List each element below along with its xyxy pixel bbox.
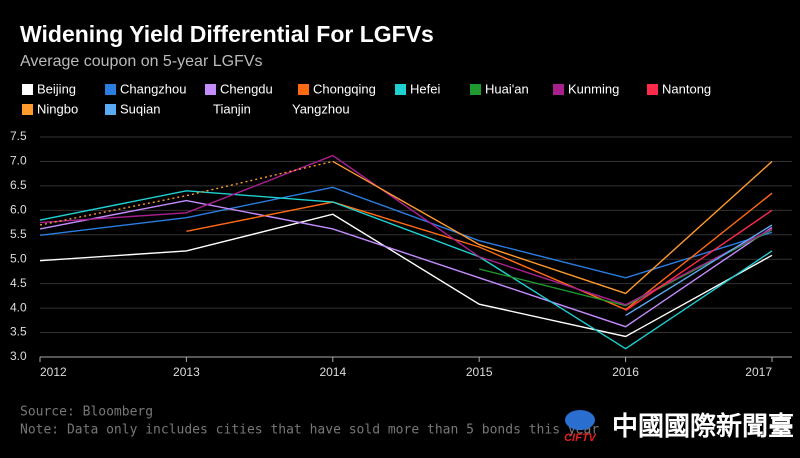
series-line (625, 209, 773, 312)
series-line (39, 186, 773, 279)
series-line (39, 190, 773, 350)
y-tick-label: 4.5 (10, 276, 27, 290)
legend-swatch (198, 104, 209, 115)
series-line (332, 160, 773, 295)
series-line (39, 213, 773, 338)
y-tick-label: 6.5 (10, 178, 27, 192)
legend-label: Huai'an (485, 81, 529, 96)
legend-label: Beijing (37, 81, 76, 96)
series-line (39, 154, 773, 306)
legend-swatch (298, 84, 309, 95)
legend-label: Hefei (410, 81, 440, 96)
legend-label: Chengdu (220, 81, 273, 96)
logo-globe (565, 410, 595, 430)
note: Note: Data only includes cities that hav… (20, 423, 599, 438)
y-tick-label: 6.0 (10, 203, 27, 217)
x-tick-label: 2013 (173, 365, 200, 379)
x-tick-label: 2012 (40, 365, 67, 379)
y-tick-label: 5.0 (10, 251, 27, 265)
y-tick-label: 4.0 (10, 300, 27, 314)
logo-text: CIFTV (564, 432, 597, 444)
legend-swatch (105, 104, 116, 115)
legend-label: Nantong (662, 81, 711, 96)
series-line (39, 199, 773, 328)
y-tick-label: 3.0 (10, 349, 27, 363)
legend-swatch (277, 104, 288, 115)
y-tick-label: 5.5 (10, 227, 27, 241)
logo-chinese: 中國國際新聞臺 (612, 411, 794, 441)
legend-swatch (22, 84, 33, 95)
legend-label: Suqian (120, 101, 160, 116)
chart-title: Widening Yield Differential For LGFVs (20, 21, 434, 47)
legend-label: Tianjin (213, 101, 251, 116)
y-tick-label: 3.5 (10, 325, 27, 339)
x-tick-label: 2017 (745, 365, 772, 379)
x-tick-label: 2014 (319, 365, 346, 379)
legend-swatch (395, 84, 406, 95)
series-line (39, 160, 333, 226)
x-tick-label: 2015 (466, 365, 493, 379)
legend-label: Yangzhou (292, 101, 350, 116)
y-tick-label: 7.0 (10, 154, 27, 168)
legend-swatch (22, 104, 33, 115)
legend-label: Changzhou (120, 81, 187, 96)
legend-label: Kunming (568, 81, 619, 96)
series-line (186, 192, 773, 311)
legend-label: Chongqing (313, 81, 376, 96)
source: Source: Bloomberg (20, 405, 153, 420)
legend-swatch (105, 84, 116, 95)
legend-swatch (470, 84, 481, 95)
y-tick-label: 7.5 (10, 129, 27, 143)
legend-label: Ningbo (37, 101, 78, 116)
chart-subtitle: Average coupon on 5-year LGFVs (20, 53, 263, 70)
series-line (625, 224, 773, 317)
x-tick-label: 2016 (612, 365, 639, 379)
legend-swatch (647, 84, 658, 95)
legend-swatch (205, 84, 216, 95)
legend-swatch (553, 84, 564, 95)
series-line (479, 229, 773, 307)
